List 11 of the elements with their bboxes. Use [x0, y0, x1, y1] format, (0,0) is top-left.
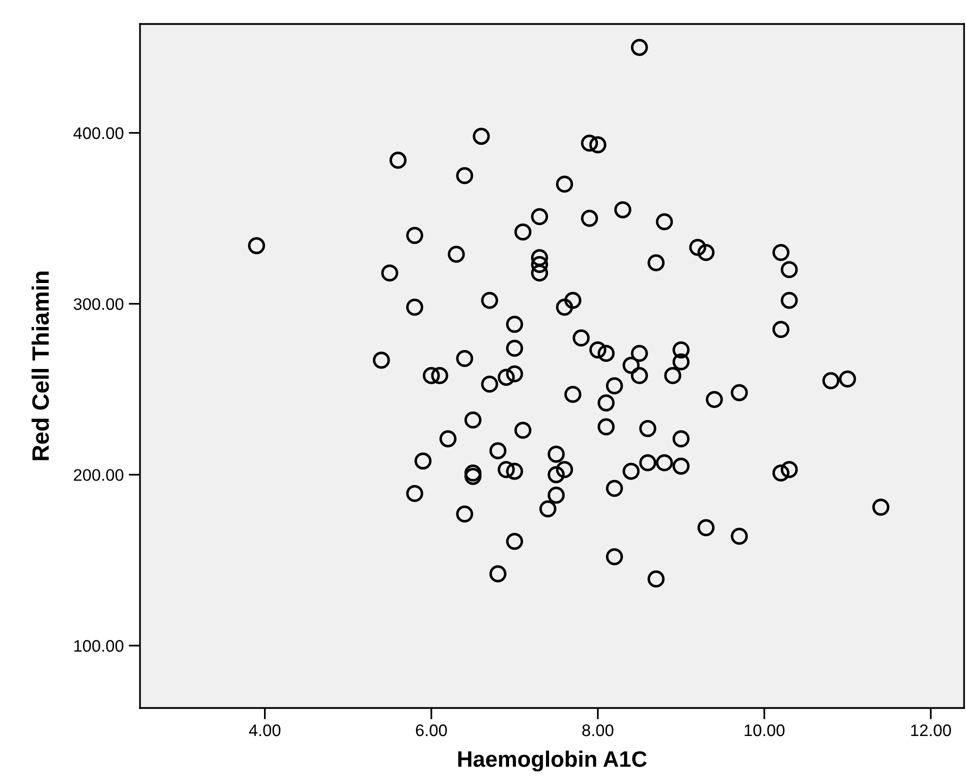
x-tick-label: 8.00: [582, 724, 614, 736]
y-tick-label: 200.00: [74, 469, 124, 481]
x-axis-title: Haemoglobin A1C: [458, 750, 647, 772]
y-tick-label: 100.00: [74, 640, 124, 652]
x-tick-label: 10.00: [744, 724, 784, 736]
x-tick-label: 6.00: [416, 724, 447, 736]
y-tick-label: 300.00: [74, 298, 124, 310]
x-tick-label: 4.00: [249, 724, 280, 736]
x-tick-label: 12.00: [911, 724, 951, 736]
y-axis-title: Red Cell Thiamin: [32, 272, 49, 460]
y-tick-label: 400.00: [73, 127, 124, 140]
